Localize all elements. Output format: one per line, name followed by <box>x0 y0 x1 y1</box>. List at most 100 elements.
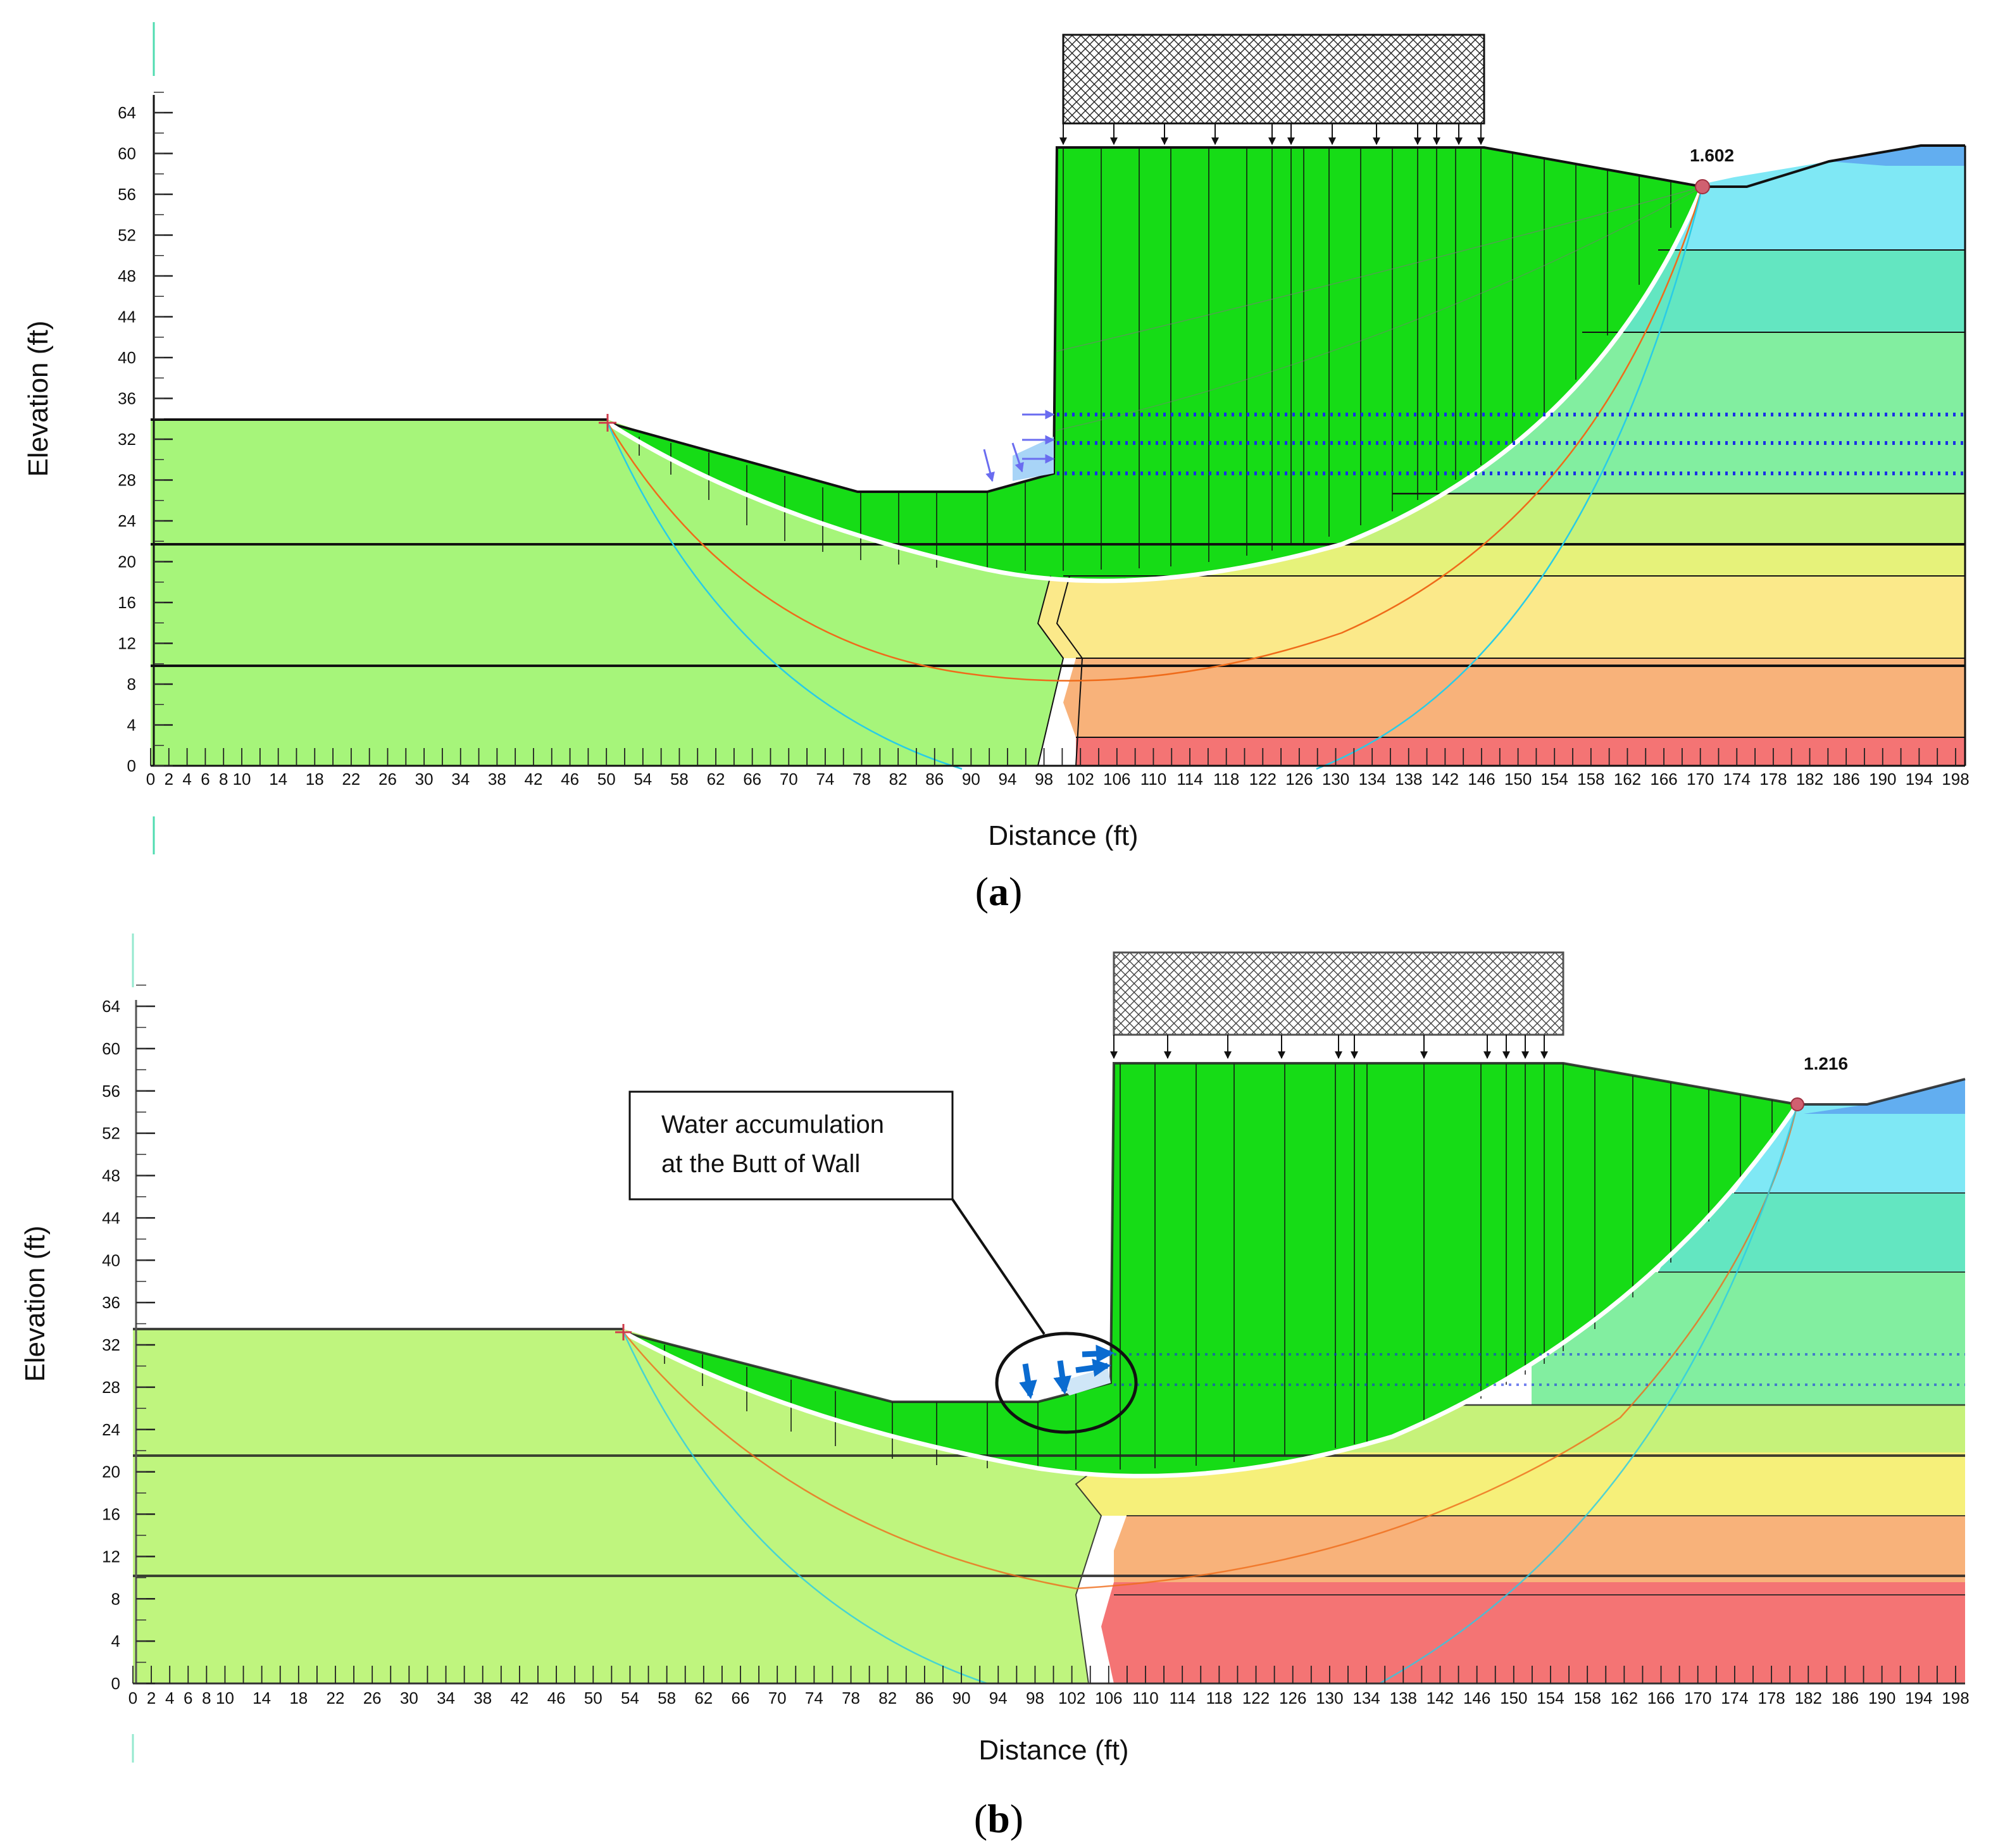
x-tick-label: 110 <box>1140 770 1166 789</box>
trial-surface-cyan-b2 <box>1379 1104 1799 1685</box>
y-tick-label: 24 <box>102 1420 120 1439</box>
soil-layers-a <box>1038 146 1965 766</box>
caption-a: (a) <box>975 869 1023 914</box>
y-tick-label: 16 <box>102 1505 120 1524</box>
x-tick-label: 22 <box>327 1689 345 1708</box>
trial-surface-cyan-a2 <box>1316 186 1704 770</box>
slip-mass-b <box>623 1063 1797 1477</box>
surcharge-load-b <box>1113 951 1564 1036</box>
layer-yellow-b <box>1076 1452 1965 1516</box>
x-tick-label: 142 <box>1432 770 1459 789</box>
trial-surface-cyan-b <box>622 1332 988 1685</box>
x-tick-label: 62 <box>707 770 725 789</box>
x-tick-label: 14 <box>253 1689 271 1708</box>
y-tick-label: 8 <box>127 675 136 694</box>
layer-mint-b <box>1532 1272 1965 1405</box>
x-tick-label: 10 <box>216 1689 234 1708</box>
slice-lines-b <box>664 1063 1773 1470</box>
callout-line-2: at the Butt of Wall <box>661 1150 860 1178</box>
x-tick-label: 70 <box>768 1689 787 1708</box>
caption-b: (b) <box>974 1796 1023 1841</box>
y-tick-label: 56 <box>102 1082 120 1101</box>
water-arrows-a <box>983 409 1055 482</box>
x-tick-label: 106 <box>1095 1689 1122 1708</box>
x-tick-label: 102 <box>1067 770 1094 789</box>
x-tick-label: 78 <box>842 1689 860 1708</box>
x-tick-label: 82 <box>878 1689 897 1708</box>
exit-marker-b <box>1790 1097 1804 1111</box>
x-tick-label: 4 <box>165 1689 174 1708</box>
layer-boundaries-b <box>133 1062 1966 1684</box>
x-tick-label: 90 <box>952 1689 971 1708</box>
x-tick-label: 130 <box>1322 770 1349 789</box>
y-tick-label: 40 <box>102 1251 120 1270</box>
callout-box <box>628 1090 954 1201</box>
x-tick-label: 30 <box>415 770 434 789</box>
x-tick-label: 166 <box>1650 770 1677 789</box>
y-tick-label: 36 <box>118 389 136 408</box>
water-lines-a <box>1057 413 1968 475</box>
x-tick-label: 98 <box>1026 1689 1044 1708</box>
x-tick-label: 94 <box>989 1689 1008 1708</box>
x-tick-label: 106 <box>1103 770 1130 789</box>
x-axis-title-b: Distance (ft) <box>978 1735 1128 1766</box>
y-tick-label: 48 <box>118 266 136 285</box>
x-tick-label: 150 <box>1500 1689 1527 1708</box>
x-tick-label: 8 <box>202 1689 211 1708</box>
y-tick-label: 0 <box>111 1674 120 1693</box>
x-tick-label: 10 <box>233 770 251 789</box>
critical-slip-surface-a <box>606 185 1705 584</box>
x-tick-label: 158 <box>1577 770 1604 789</box>
x-tick-label: 74 <box>805 1689 823 1708</box>
x-tick-label: 162 <box>1614 770 1641 789</box>
x-tick-label: 102 <box>1058 1689 1085 1708</box>
x-tick-label: 182 <box>1795 1689 1822 1708</box>
y-tick-label: 44 <box>118 308 136 327</box>
x-tick-label: 170 <box>1687 770 1714 789</box>
x-tick-label: 134 <box>1352 1689 1380 1708</box>
layer-orange-b <box>1114 1516 1965 1582</box>
exit-marker-a <box>1695 179 1710 194</box>
surcharge-load-a <box>1062 34 1485 125</box>
x-tick-label: 130 <box>1316 1689 1343 1708</box>
y-tick-label: 56 <box>118 185 136 204</box>
x-ticks-a: 0 2 4 6 8 10 14 18 22 26 30 34 38 42 46 50 54 58 62 66 70 74 7… <box>146 748 1970 789</box>
x-tick-label: 138 <box>1390 1689 1417 1708</box>
x-tick-label: 114 <box>1169 1689 1195 1708</box>
x-tick-label: 150 <box>1504 770 1532 789</box>
y-tick-label: 60 <box>102 1039 120 1058</box>
x-tick-label: 74 <box>816 770 834 789</box>
x-tick-label: 54 <box>634 770 652 789</box>
layer-green-right-b <box>1297 1405 1965 1452</box>
y-tick-label: 4 <box>111 1632 120 1651</box>
x-tick-label: 126 <box>1279 1689 1306 1708</box>
x-tick-label: 138 <box>1395 770 1422 789</box>
x-tick-label: 46 <box>547 1689 566 1708</box>
y-tick-label: 60 <box>118 144 136 163</box>
layer-orange <box>1063 658 1965 737</box>
x-tick-label: 170 <box>1684 1689 1711 1708</box>
x-tick-label: 194 <box>1906 770 1933 789</box>
panel-b: Water accumulation at the Butt of Wall 1… <box>20 933 1970 1841</box>
y-tick-label: 52 <box>102 1124 120 1143</box>
x-tick-label: 162 <box>1611 1689 1638 1708</box>
layer-cyan <box>1658 146 1965 250</box>
x-tick-label: 54 <box>621 1689 639 1708</box>
x-tick-label: 22 <box>342 770 360 789</box>
x-tick-label: 86 <box>925 770 944 789</box>
layer-teal-b <box>1658 1193 1965 1272</box>
x-tick-label: 58 <box>658 1689 676 1708</box>
x-tick-label: 122 <box>1242 1689 1270 1708</box>
slip-mass-a <box>608 147 1702 581</box>
x-tick-label: 50 <box>584 1689 603 1708</box>
x-tick-label: 118 <box>1206 1689 1232 1708</box>
x-tick-label: 18 <box>306 770 324 789</box>
left-soil-b <box>133 1329 1101 1683</box>
layer-boundaries-a <box>151 144 1966 766</box>
x-tick-label: 58 <box>670 770 689 789</box>
y-tick-label: 32 <box>102 1335 120 1354</box>
x-tick-label: 122 <box>1249 770 1277 789</box>
x-tick-label: 66 <box>743 770 761 789</box>
trial-surface-faint-a <box>1056 186 1703 352</box>
x-tick-label: 66 <box>732 1689 750 1708</box>
